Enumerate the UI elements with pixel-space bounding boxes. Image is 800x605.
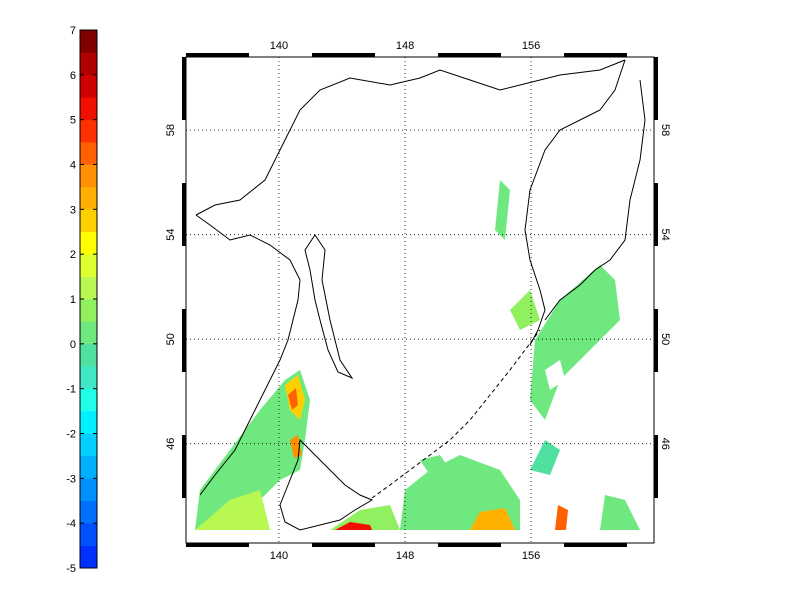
lat-label: 50 bbox=[659, 333, 671, 345]
border-segment bbox=[312, 53, 375, 57]
border-segment bbox=[438, 543, 501, 547]
lat-label: 58 bbox=[659, 124, 671, 136]
colorbar-label: 7 bbox=[70, 25, 76, 37]
colorbar-label: -4 bbox=[66, 518, 76, 530]
colorbar-band bbox=[80, 97, 97, 120]
colorbar-band bbox=[80, 30, 97, 53]
colorbar-band bbox=[80, 299, 97, 322]
lon-label: 140 bbox=[270, 40, 288, 52]
colorbar-label: 1 bbox=[70, 294, 76, 306]
colorbar-band bbox=[80, 254, 97, 277]
frame-border bbox=[182, 53, 658, 547]
colorbar-band bbox=[80, 209, 97, 233]
border-segment bbox=[186, 543, 249, 547]
border-segment bbox=[312, 543, 375, 547]
colorbar-label: 5 bbox=[70, 115, 76, 127]
coastline bbox=[195, 59, 646, 531]
colorbar-band bbox=[80, 52, 97, 76]
lon-label: 156 bbox=[522, 550, 540, 562]
colorbar-label: 0 bbox=[70, 339, 76, 351]
border-segment bbox=[182, 183, 186, 246]
colorbar-band bbox=[80, 433, 97, 457]
colorbar-band bbox=[80, 411, 97, 434]
lat-label: 46 bbox=[165, 438, 177, 450]
border-segment bbox=[654, 57, 658, 120]
data-field bbox=[195, 180, 640, 530]
colorbar-label: -5 bbox=[66, 563, 76, 575]
colorbar-band bbox=[80, 142, 97, 165]
border-segment bbox=[438, 53, 501, 57]
colorbar-label: 6 bbox=[70, 70, 76, 82]
lon-label: 156 bbox=[522, 40, 540, 52]
colorbar-band bbox=[80, 276, 97, 300]
border-segment bbox=[182, 57, 186, 120]
graticule bbox=[186, 57, 654, 543]
colorbar-band bbox=[80, 545, 97, 569]
tick-labels: 140 140 148 148 156 156 46 46 50 50 54 54 58 58 bbox=[165, 40, 671, 562]
colorbar-band bbox=[80, 523, 97, 546]
lon-label: 148 bbox=[396, 550, 414, 562]
border-segment bbox=[186, 53, 249, 57]
lat-label: 50 bbox=[165, 333, 177, 345]
colorbar-band bbox=[80, 321, 97, 345]
border-segment bbox=[182, 435, 186, 498]
colorbar-label: 2 bbox=[70, 249, 76, 261]
border-segment bbox=[654, 183, 658, 246]
colorbar-band bbox=[80, 500, 97, 524]
colorbar-band bbox=[80, 478, 97, 502]
colorbar-band bbox=[80, 119, 97, 143]
lat-label: 54 bbox=[165, 229, 177, 241]
lon-label: 148 bbox=[396, 40, 414, 52]
colorbar-band bbox=[80, 186, 97, 210]
colorbar-label: -1 bbox=[66, 384, 76, 396]
colorbar-band bbox=[80, 455, 97, 479]
colorbar-band bbox=[80, 388, 97, 412]
lon-label: 140 bbox=[270, 550, 288, 562]
lat-label: 46 bbox=[659, 438, 671, 450]
colorbar-label: 4 bbox=[70, 160, 76, 172]
lat-label: 54 bbox=[659, 229, 671, 241]
border-segment bbox=[654, 435, 658, 498]
colorbar-band bbox=[80, 366, 97, 389]
colorbar-band bbox=[80, 343, 97, 367]
colorbar-label: -3 bbox=[66, 473, 76, 485]
colorbar: -5 -4 -3 -2 -1 0 1 2 3 4 5 6 7 bbox=[66, 25, 98, 575]
border-segment bbox=[654, 309, 658, 372]
colorbar-label: 3 bbox=[70, 204, 76, 216]
lat-label: 58 bbox=[165, 124, 177, 136]
map-frame bbox=[185, 56, 655, 544]
colorbar-band bbox=[80, 74, 97, 98]
colorbar-label: -2 bbox=[66, 429, 76, 441]
colorbar-band bbox=[80, 231, 97, 255]
border-segment bbox=[564, 53, 627, 57]
border-segment bbox=[182, 309, 186, 372]
colorbar-band bbox=[80, 164, 97, 188]
border-segment bbox=[564, 543, 627, 547]
